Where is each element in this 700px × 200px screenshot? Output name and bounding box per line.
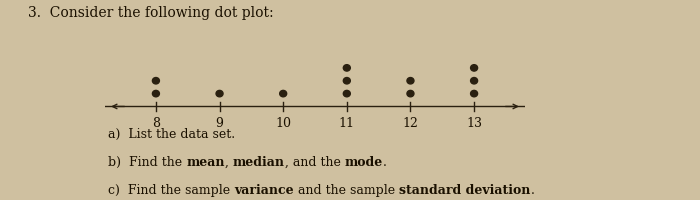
Text: 3.  Consider the following dot plot:: 3. Consider the following dot plot:	[28, 6, 274, 20]
Text: 8: 8	[152, 117, 160, 130]
Text: median: median	[233, 156, 285, 169]
Text: , and the: , and the	[285, 156, 345, 169]
Text: 13: 13	[466, 117, 482, 130]
Circle shape	[407, 90, 414, 97]
Text: and the sample: and the sample	[294, 184, 400, 197]
Circle shape	[470, 90, 477, 97]
Circle shape	[216, 90, 223, 97]
Text: 11: 11	[339, 117, 355, 130]
Circle shape	[470, 65, 477, 71]
Circle shape	[343, 65, 350, 71]
Circle shape	[343, 78, 350, 84]
Text: mode: mode	[345, 156, 383, 169]
Text: mean: mean	[187, 156, 225, 169]
Circle shape	[343, 90, 350, 97]
Text: ,: ,	[225, 156, 233, 169]
Circle shape	[153, 90, 160, 97]
Text: standard deviation: standard deviation	[400, 184, 531, 197]
Text: .: .	[531, 184, 535, 197]
Text: c)  Find the sample: c) Find the sample	[108, 184, 234, 197]
Text: a)  List the data set.: a) List the data set.	[108, 128, 236, 141]
Text: 10: 10	[275, 117, 291, 130]
Circle shape	[280, 90, 287, 97]
Text: .: .	[383, 156, 387, 169]
Circle shape	[470, 78, 477, 84]
Text: 9: 9	[216, 117, 223, 130]
Circle shape	[153, 78, 160, 84]
Text: 12: 12	[402, 117, 419, 130]
Text: b)  Find the: b) Find the	[108, 156, 187, 169]
Circle shape	[407, 78, 414, 84]
Text: variance: variance	[234, 184, 294, 197]
